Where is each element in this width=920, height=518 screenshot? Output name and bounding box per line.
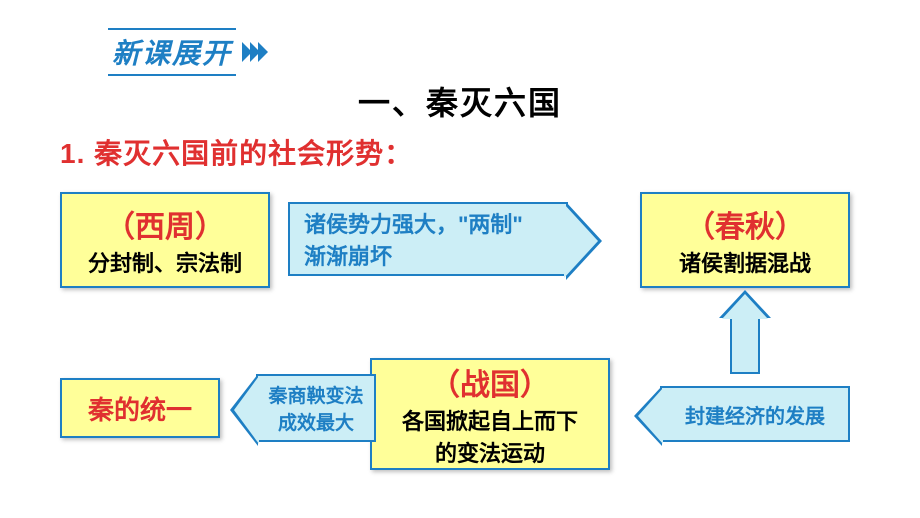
node-qin: 秦的统一	[60, 378, 220, 438]
node-zhanguo-title: （战国）	[430, 360, 550, 404]
arrow-shangyang-line2: 成效最大	[278, 408, 354, 435]
node-qin-title: 秦的统一	[88, 390, 192, 427]
section-header: 新课展开	[108, 28, 268, 76]
arrow-shangyang-line1: 秦商鞅变法	[268, 381, 363, 408]
section-header-text: 新课展开	[108, 28, 236, 76]
node-xizhou-title: （西周）	[105, 202, 225, 246]
node-zhanguo-sub1: 各国掀起自上而下	[402, 404, 578, 436]
arrow-zhuhou-line1: 诸侯势力强大，"两制"	[304, 207, 566, 239]
node-xizhou: （西周） 分封制、宗法制	[60, 192, 270, 288]
node-chunqiu-sub: 诸侯割据混战	[679, 246, 811, 278]
sub-heading: 1. 秦灭六国前的社会形势：	[60, 132, 413, 172]
node-zhanguo: （战国） 各国掀起自上而下 的变法运动	[370, 358, 610, 470]
chevron-right-icon	[244, 42, 268, 62]
arrow-zhuhou-line2: 渐渐崩坏	[304, 239, 566, 271]
arrow-shangyang: 秦商鞅变法 成效最大	[256, 374, 376, 442]
node-chunqiu-title: （春秋）	[685, 202, 805, 246]
node-zhanguo-sub2: 的变法运动	[435, 436, 545, 468]
arrow-up-icon	[730, 316, 760, 374]
arrow-zhuhou: 诸侯势力强大，"两制" 渐渐崩坏	[288, 202, 568, 276]
node-chunqiu: （春秋） 诸侯割据混战	[640, 192, 850, 288]
node-xizhou-sub: 分封制、宗法制	[88, 246, 242, 278]
page-title: 一、秦灭六国	[0, 78, 920, 124]
arrow-fengjian: 封建经济的发展	[660, 386, 850, 442]
arrow-fengjian-text: 封建经济的发展	[685, 400, 825, 429]
